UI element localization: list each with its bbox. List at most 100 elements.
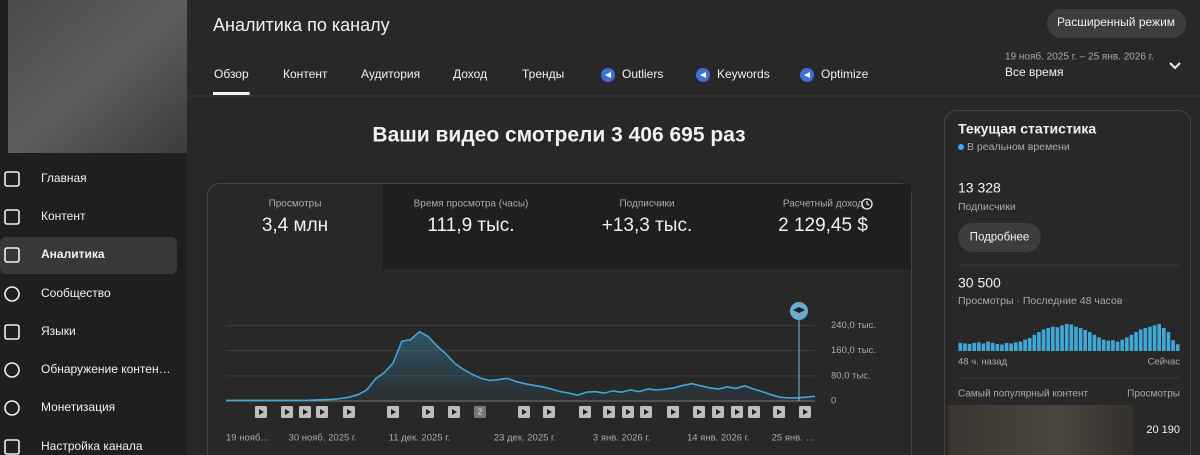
- nav-item[interactable]: Настройка канала: [41, 439, 143, 453]
- realtime-bar: [1004, 342, 1009, 351]
- x-tick-label: 30 нояб. 2025 г.: [289, 433, 357, 444]
- video-marker-glyph: [803, 409, 808, 415]
- metric-value[interactable]: 2 129,45 $: [778, 215, 868, 236]
- more-button[interactable]: [958, 223, 1041, 252]
- video-marker-glyph: [347, 409, 352, 415]
- tab[interactable]: Обзор: [214, 67, 249, 81]
- nav-icon: [4, 439, 20, 455]
- realtime-bar: [1120, 339, 1124, 351]
- nav-icon: [4, 324, 20, 340]
- nav-item[interactable]: Контент: [41, 209, 86, 223]
- realtime-bar: [1055, 327, 1060, 351]
- top-content-label: Самый популярный контент: [958, 389, 1089, 400]
- nav-item[interactable]: Языки: [41, 324, 76, 338]
- tab[interactable]: Доход: [453, 67, 487, 81]
- page-title: Аналитика по каналу: [213, 15, 390, 35]
- realtime-bar: [1037, 332, 1041, 351]
- x-tick-label: 25 янв. …: [772, 433, 815, 444]
- video-marker-glyph: [303, 409, 308, 415]
- realtime-bar: [972, 342, 976, 351]
- realtime-bar: [1111, 340, 1115, 351]
- video-marker-glyph: [644, 409, 649, 415]
- video-marker-glyph: [285, 409, 290, 415]
- video-marker-glyph: [716, 409, 721, 415]
- realtime-bar: [967, 343, 972, 351]
- realtime-bar: [1129, 334, 1134, 351]
- nav-item[interactable]: Сообщество: [41, 286, 111, 300]
- tab[interactable]: Тренды: [522, 67, 564, 81]
- metric-tabs-bg: [383, 184, 911, 269]
- advanced-button[interactable]: [1047, 9, 1186, 38]
- nav-item[interactable]: Монетизация: [41, 400, 115, 414]
- x-tick-label: 23 дек. 2025 г.: [494, 433, 556, 444]
- realtime-bar: [1152, 325, 1157, 351]
- period[interactable]: Все время: [1005, 65, 1063, 79]
- realtime-bar: [990, 342, 995, 351]
- realtime-bar: [1009, 343, 1013, 351]
- views-label: Просмотры · Последние 48 часов: [958, 295, 1123, 307]
- video-marker-glyph: [735, 409, 740, 415]
- realtime-bar: [1014, 342, 1018, 351]
- nav-icon: [4, 209, 20, 225]
- x-tick-label: 19 нояб…: [226, 433, 270, 444]
- x-tick-label: 3 янв. 2026 г.: [593, 433, 650, 444]
- video-marker[interactable]: [474, 406, 486, 418]
- today-icon-glyph: [793, 307, 805, 313]
- tab[interactable]: Optimize: [821, 67, 869, 81]
- realtime-bar: [977, 342, 981, 351]
- metric-label: Время просмотра (часы): [414, 199, 529, 210]
- video-marker-glyph: [671, 409, 676, 415]
- top-content-value: 20 190: [1146, 424, 1180, 436]
- realtime-bar: [1162, 328, 1166, 351]
- subscribers-value: 13 328: [958, 180, 1001, 196]
- realtime-bar: [1069, 324, 1074, 351]
- realtime-bar: [1101, 339, 1106, 351]
- x-tick-label: 14 янв. 2026 г.: [687, 433, 750, 444]
- nav-icon: [4, 400, 20, 416]
- y-tick-label: 240,0 тыс.: [831, 320, 876, 331]
- tab[interactable]: Outliers: [622, 67, 663, 81]
- realtime-bar: [1083, 329, 1087, 351]
- tab[interactable]: Keywords: [717, 67, 770, 81]
- realtime-bar: [1138, 329, 1143, 351]
- realtime-bar: [1000, 344, 1004, 351]
- views-value: 30 500: [958, 275, 1001, 291]
- top-content-thumbnail[interactable]: [948, 405, 1134, 455]
- nav-icon: [4, 171, 20, 187]
- chevron[interactable]: [1169, 62, 1181, 70]
- realtime-bar: [986, 341, 990, 351]
- realtime-bar: [981, 343, 986, 351]
- tab-icon-glyph: [700, 72, 706, 78]
- realtime-bar: [1051, 326, 1055, 351]
- area: [226, 331, 815, 401]
- tab[interactable]: Аудитория: [361, 67, 420, 81]
- tab-underline: [213, 92, 250, 95]
- realtime-bar: [1064, 324, 1069, 351]
- metric-value[interactable]: 111,9 тыс.: [427, 215, 514, 236]
- tab-icon-glyph: [605, 72, 611, 78]
- tab[interactable]: Контент: [283, 67, 328, 81]
- realtime-bar: [1088, 332, 1092, 351]
- realtime-bar: [1115, 341, 1120, 351]
- realtime-bar: [1018, 341, 1023, 351]
- realtime-bar: [1074, 326, 1078, 351]
- metric-label: Расчетный доход: [783, 199, 863, 210]
- metric-value[interactable]: +13,3 тыс.: [602, 215, 693, 236]
- bars-end: Сейчас: [1148, 357, 1181, 368]
- subscribers-label: Подписчики: [958, 201, 1016, 213]
- nav-item[interactable]: Главная: [41, 171, 87, 185]
- y-tick-label: 0: [831, 396, 836, 407]
- realtime-bar: [1166, 332, 1171, 351]
- realtime-bar: [1106, 340, 1111, 351]
- video-marker-glyph: [320, 409, 325, 415]
- nav-item[interactable]: Аналитика: [41, 247, 105, 261]
- info-icon-hand: [866, 201, 870, 206]
- y-tick-label: 160,0 тыс.: [831, 345, 876, 356]
- realtime-title: Текущая статистика: [958, 121, 1096, 137]
- metric-value[interactable]: 3,4 млн: [262, 215, 328, 236]
- x-tick-label: 11 дек. 2025 г.: [389, 433, 450, 444]
- realtime-card: [944, 110, 1191, 455]
- realtime-bar: [1041, 329, 1046, 351]
- nav-item[interactable]: Обнаружение контен…: [41, 362, 171, 376]
